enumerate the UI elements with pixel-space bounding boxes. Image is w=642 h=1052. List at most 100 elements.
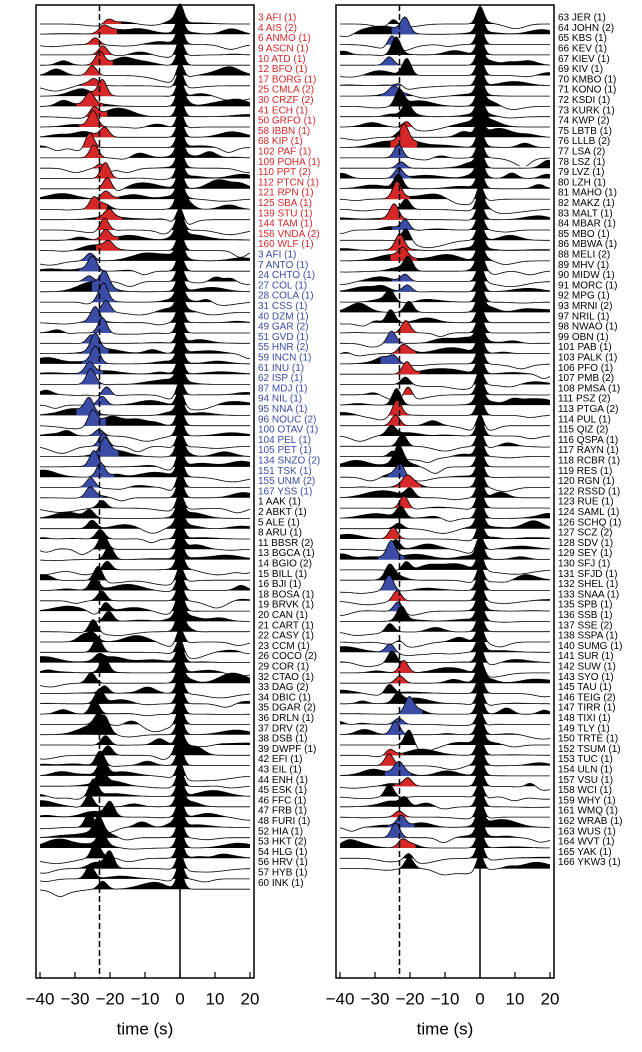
trace-bg [37,887,253,900]
trace-bg [337,228,553,241]
trace-line [40,356,251,375]
station-label: 132 SHEL (1) [558,579,618,590]
station-label: 83 MALT (1) [558,208,613,219]
trace-line [340,202,551,221]
trace-line [339,830,551,849]
pulse-fill [376,753,403,766]
station-label: 12 BFO (1) [258,64,307,75]
trace-fill [40,389,250,406]
station-label: 110 PPT (2) [258,167,311,178]
trace-line [340,602,550,623]
trace-bg [337,320,553,333]
trace-bg [337,609,553,622]
station-label: 1 AAK (1) [258,497,301,508]
trace-line [39,418,251,442]
station-label: 43 EIL (1) [258,765,302,776]
trace-line [39,239,251,266]
pulse-fill [89,79,116,97]
trace-line [40,480,251,502]
station-label: 145 TAU (1) [558,682,612,693]
trace-line [340,264,550,287]
station-label: 72 KSDI (1) [558,95,610,106]
trace-line [340,688,550,706]
trace-line [39,840,251,864]
pulse-fill [90,24,117,35]
x-tick-label: 10 [206,989,225,1008]
pulse-fill [96,240,123,251]
pulse-fill [393,561,420,570]
station-label: 79 LVZ (1) [558,167,605,178]
station-label: 128 SDV (1) [558,538,613,549]
trace-line [339,710,550,726]
station-label: 41 ECH (1) [258,105,308,116]
trace-fill [40,233,250,251]
trace-fill [40,316,250,333]
station-label: 105 PET (1) [258,445,312,456]
station-label: 66 KEV (1) [558,44,607,55]
trace-line [340,854,551,876]
trace-bg [337,166,553,179]
station-label: 55 HNR (2) [258,342,309,353]
x-tick-label: 10 [506,989,525,1008]
trace-line [340,346,551,370]
trace-bg [337,300,553,313]
trace-line [39,662,251,688]
pulse-fill [383,399,410,416]
trace-line [340,230,550,251]
trace-line [339,624,550,648]
station-label: 139 STU (1) [258,208,312,219]
station-label: 88 MELI (2) [558,250,610,261]
trace-bg [337,660,553,673]
pulse-fill [90,282,117,303]
station-label: 11 BBSR (2) [258,538,313,549]
pulse-fill [87,463,115,478]
station-label: 103 PALK (1) [558,353,617,364]
station-label: 53 HKT (2) [258,837,307,848]
trace-line [40,264,250,287]
pulse-fill [91,218,119,230]
trace-line [340,500,551,522]
station-label: 148 TIXI (1) [558,713,611,724]
trace-line [40,727,250,747]
trace-line [339,115,550,141]
station-label: 150 TRTE (1) [558,734,618,745]
trace-line [40,714,251,738]
x-tick-label: 0 [475,989,484,1008]
pulse-fill [76,361,103,375]
station-label: 146 TEIG (2) [558,692,616,703]
station-label: 134 SNZO (2) [258,456,320,467]
trace-bg [37,42,253,55]
trace-line [339,274,551,293]
trace-line [40,109,250,129]
trace-bg [37,691,253,704]
pulse-fill [96,208,123,220]
trace-fill [40,590,250,612]
trace-line [340,508,551,534]
trace-line [339,14,551,37]
station-label: 58 IBBN (1) [258,126,310,137]
pulse-fill [382,539,409,550]
trace-bg [337,475,553,488]
station-label: 141 SUR (1) [558,651,614,662]
station-label: 76 LLLB (2) [558,136,610,147]
pulse-fill [383,590,410,601]
trace-bg [37,876,253,890]
trace-line [39,521,250,544]
trace-line [339,305,550,327]
trace-line [39,396,250,416]
station-label: 10 ATD (1) [258,54,306,65]
station-label: 61 INU (1) [258,363,304,374]
trace-fill [340,274,550,292]
pulse-fill [76,397,103,416]
trace-line [40,149,251,174]
trace-line [339,614,550,636]
station-label: 127 SCZ (2) [558,528,612,539]
station-label: 37 DRV (2) [258,723,308,734]
trace-line [40,806,250,833]
station-label: 52 HIA (1) [258,826,303,837]
trace-line [40,573,251,592]
pulse-fill [89,758,116,776]
station-label: 2 ABKT (1) [258,507,307,518]
trace-line [40,686,251,708]
trace-line [39,757,251,782]
